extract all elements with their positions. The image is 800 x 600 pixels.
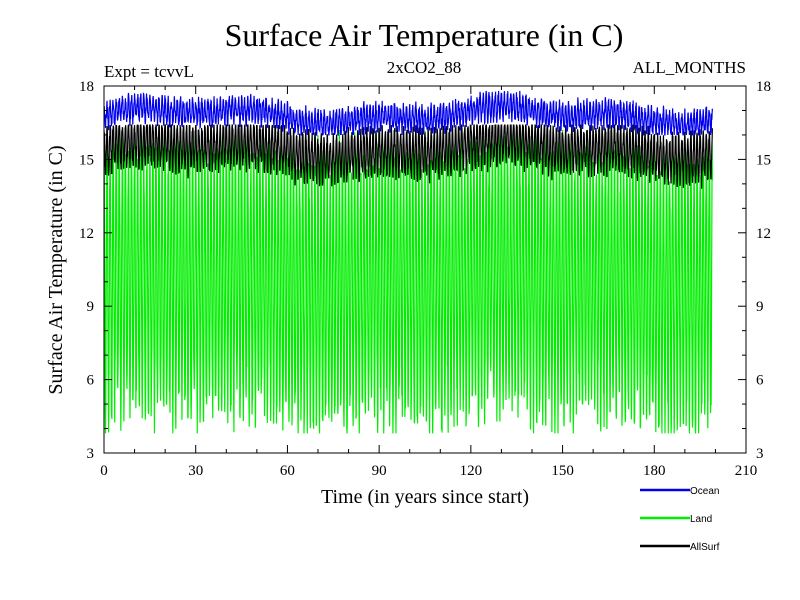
x-tick-label: 210: [735, 463, 758, 479]
legend-label-allsurf: AllSurf: [690, 542, 720, 553]
y-tick-label-right: 9: [756, 299, 764, 315]
x-axis: 0 30 60 90 120 150 180 210: [100, 86, 757, 479]
plot-frame: [103, 85, 747, 454]
y-axis: 3 3 6 6 9 9 12 12 15 15 18 18: [79, 79, 771, 462]
x-tick-label: 120: [460, 463, 483, 479]
experiment-label: Expt = tcvvL: [104, 62, 194, 81]
y-tick-label-right: 15: [756, 152, 771, 168]
series-line-land: [103, 129, 713, 434]
y-tick-label-right: 12: [756, 226, 771, 242]
y-tick-label-right: 3: [756, 446, 764, 462]
y-tick-label-right: 18: [756, 79, 771, 95]
x-tick-label: 30: [188, 463, 203, 479]
y-tick-label-left: 18: [79, 79, 94, 95]
legend-label-ocean: Ocean: [690, 486, 719, 497]
y-tick-label-left: 6: [87, 373, 95, 389]
legend-label-land: Land: [690, 514, 712, 525]
y-tick-label-left: 15: [79, 152, 94, 168]
y-tick-label-left: 12: [79, 226, 94, 242]
months-label: ALL_MONTHS: [633, 58, 746, 77]
x-tick-label: 60: [280, 463, 295, 479]
chart-title: Surface Air Temperature (in C): [225, 17, 624, 53]
y-tick-label-right: 6: [756, 373, 764, 389]
y-tick-label-left: 9: [87, 299, 95, 315]
x-tick-label: 90: [372, 463, 387, 479]
y-axis-label: Surface Air Temperature (in C): [45, 145, 67, 394]
series-line-allsurf: [103, 123, 713, 189]
x-tick-label: 150: [551, 463, 574, 479]
y-tick-label-left: 3: [87, 446, 95, 462]
legend: Ocean Land AllSurf: [640, 486, 720, 553]
plot-area: [103, 90, 713, 434]
scenario-label: 2xCO2_88: [387, 58, 462, 77]
x-tick-label: 0: [100, 463, 108, 479]
x-axis-label: Time (in years since start): [321, 486, 529, 508]
x-tick-label: 180: [643, 463, 666, 479]
series-line-ocean: [103, 90, 713, 137]
